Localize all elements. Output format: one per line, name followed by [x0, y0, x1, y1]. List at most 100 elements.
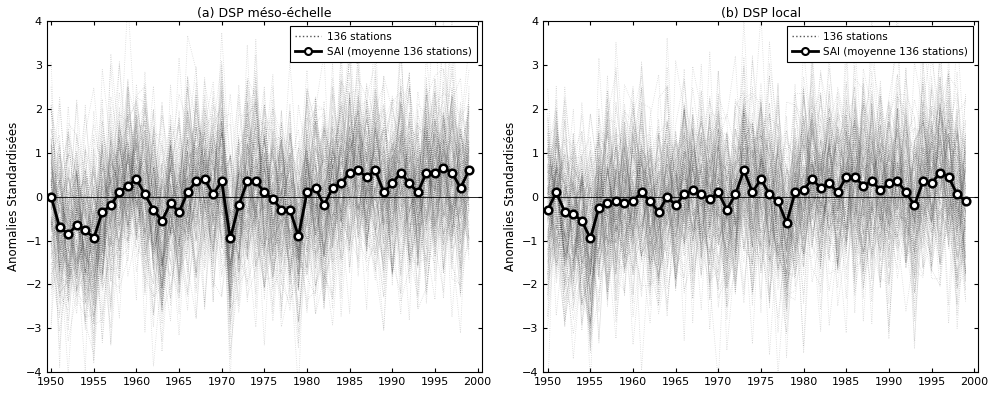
SAI (moyenne 136 stations) — [695, 192, 707, 197]
SAI (moyenne 136 stations) — [687, 188, 699, 192]
SAI (moyenne 136 stations) — [891, 179, 903, 184]
SAI (moyenne 136 stations) — [198, 177, 210, 182]
SAI (moyenne 136 stations) — [335, 181, 347, 186]
Line: SAI (moyenne 136 stations): SAI (moyenne 136 stations) — [47, 164, 473, 242]
SAI (moyenne 136 stations) — [454, 186, 466, 190]
SAI (moyenne 136 stations) — [542, 208, 554, 212]
SAI (moyenne 136 stations) — [755, 177, 767, 182]
SAI (moyenne 136 stations) — [960, 199, 972, 203]
SAI (moyenne 136 stations) — [866, 179, 877, 184]
SAI (moyenne 136 stations) — [164, 201, 176, 206]
SAI (moyenne 136 stations) — [173, 210, 185, 214]
SAI (moyenne 136 stations) — [156, 218, 168, 223]
SAI (moyenne 136 stations) — [550, 190, 562, 195]
SAI (moyenne 136 stations) — [704, 197, 716, 201]
SAI (moyenne 136 stations) — [130, 177, 142, 182]
SAI (moyenne 136 stations) — [361, 175, 373, 179]
SAI (moyenne 136 stations) — [71, 223, 83, 228]
SAI (moyenne 136 stations) — [712, 190, 724, 195]
Title: (b) DSP local: (b) DSP local — [721, 7, 801, 20]
SAI (moyenne 136 stations) — [370, 168, 381, 173]
SAI (moyenne 136 stations) — [233, 203, 245, 208]
SAI (moyenne 136 stations) — [917, 179, 929, 184]
SAI (moyenne 136 stations) — [585, 236, 597, 241]
SAI (moyenne 136 stations) — [908, 203, 920, 208]
SAI (moyenne 136 stations) — [446, 170, 458, 175]
SAI (moyenne 136 stations) — [301, 190, 313, 195]
SAI (moyenne 136 stations) — [250, 179, 262, 184]
Line: SAI (moyenne 136 stations): SAI (moyenne 136 stations) — [544, 167, 969, 242]
SAI (moyenne 136 stations) — [276, 208, 288, 212]
SAI (moyenne 136 stations) — [738, 168, 750, 173]
SAI (moyenne 136 stations) — [45, 194, 57, 199]
SAI (moyenne 136 stations) — [394, 170, 406, 175]
SAI (moyenne 136 stations) — [463, 168, 475, 173]
SAI (moyenne 136 stations) — [62, 232, 74, 236]
SAI (moyenne 136 stations) — [403, 181, 415, 186]
SAI (moyenne 136 stations) — [139, 192, 151, 197]
SAI (moyenne 136 stations) — [97, 210, 109, 214]
SAI (moyenne 136 stations) — [437, 166, 449, 171]
SAI (moyenne 136 stations) — [806, 177, 818, 182]
SAI (moyenne 136 stations) — [353, 168, 365, 173]
SAI (moyenne 136 stations) — [105, 203, 117, 208]
SAI (moyenne 136 stations) — [746, 190, 758, 195]
SAI (moyenne 136 stations) — [661, 194, 673, 199]
SAI (moyenne 136 stations) — [841, 175, 853, 179]
SAI (moyenne 136 stations) — [789, 190, 801, 195]
SAI (moyenne 136 stations) — [849, 175, 861, 179]
SAI (moyenne 136 stations) — [344, 170, 356, 175]
SAI (moyenne 136 stations) — [190, 179, 202, 184]
SAI (moyenne 136 stations) — [832, 190, 844, 195]
SAI (moyenne 136 stations) — [610, 199, 622, 203]
SAI (moyenne 136 stations) — [207, 192, 219, 197]
SAI (moyenne 136 stations) — [122, 183, 133, 188]
SAI (moyenne 136 stations) — [310, 186, 322, 190]
SAI (moyenne 136 stations) — [635, 190, 647, 195]
SAI (moyenne 136 stations) — [284, 208, 296, 212]
SAI (moyenne 136 stations) — [54, 225, 66, 230]
SAI (moyenne 136 stations) — [602, 201, 614, 206]
SAI (moyenne 136 stations) — [815, 186, 827, 190]
SAI (moyenne 136 stations) — [241, 179, 253, 184]
SAI (moyenne 136 stations) — [882, 181, 894, 186]
SAI (moyenne 136 stations) — [318, 203, 330, 208]
SAI (moyenne 136 stations) — [934, 170, 946, 175]
SAI (moyenne 136 stations) — [114, 190, 125, 195]
SAI (moyenne 136 stations) — [377, 190, 389, 195]
SAI (moyenne 136 stations) — [429, 170, 441, 175]
Legend: 136 stations, SAI (moyenne 136 stations): 136 stations, SAI (moyenne 136 stations) — [290, 26, 477, 62]
SAI (moyenne 136 stations) — [267, 197, 279, 201]
SAI (moyenne 136 stations) — [772, 199, 784, 203]
SAI (moyenne 136 stations) — [593, 205, 605, 210]
SAI (moyenne 136 stations) — [258, 190, 270, 195]
SAI (moyenne 136 stations) — [88, 236, 100, 241]
SAI (moyenne 136 stations) — [568, 212, 580, 217]
SAI (moyenne 136 stations) — [925, 181, 937, 186]
SAI (moyenne 136 stations) — [858, 183, 870, 188]
SAI (moyenne 136 stations) — [942, 175, 954, 179]
SAI (moyenne 136 stations) — [181, 190, 193, 195]
SAI (moyenne 136 stations) — [412, 190, 424, 195]
SAI (moyenne 136 stations) — [669, 203, 681, 208]
SAI (moyenne 136 stations) — [678, 192, 690, 197]
SAI (moyenne 136 stations) — [147, 208, 159, 212]
Title: (a) DSP méso-échelle: (a) DSP méso-échelle — [197, 7, 332, 20]
SAI (moyenne 136 stations) — [420, 170, 432, 175]
SAI (moyenne 136 stations) — [764, 192, 776, 197]
Y-axis label: Anomalies Standardisées: Anomalies Standardisées — [7, 122, 20, 271]
SAI (moyenne 136 stations) — [559, 210, 571, 214]
SAI (moyenne 136 stations) — [874, 188, 886, 192]
SAI (moyenne 136 stations) — [798, 188, 810, 192]
Legend: 136 stations, SAI (moyenne 136 stations): 136 stations, SAI (moyenne 136 stations) — [787, 26, 973, 62]
SAI (moyenne 136 stations) — [327, 186, 339, 190]
SAI (moyenne 136 stations) — [721, 208, 733, 212]
Y-axis label: Anomalies Standardisées: Anomalies Standardisées — [504, 122, 517, 271]
SAI (moyenne 136 stations) — [627, 199, 639, 203]
SAI (moyenne 136 stations) — [80, 227, 92, 232]
SAI (moyenne 136 stations) — [224, 236, 236, 241]
SAI (moyenne 136 stations) — [619, 201, 630, 206]
SAI (moyenne 136 stations) — [652, 210, 664, 214]
SAI (moyenne 136 stations) — [951, 192, 963, 197]
SAI (moyenne 136 stations) — [781, 221, 793, 225]
